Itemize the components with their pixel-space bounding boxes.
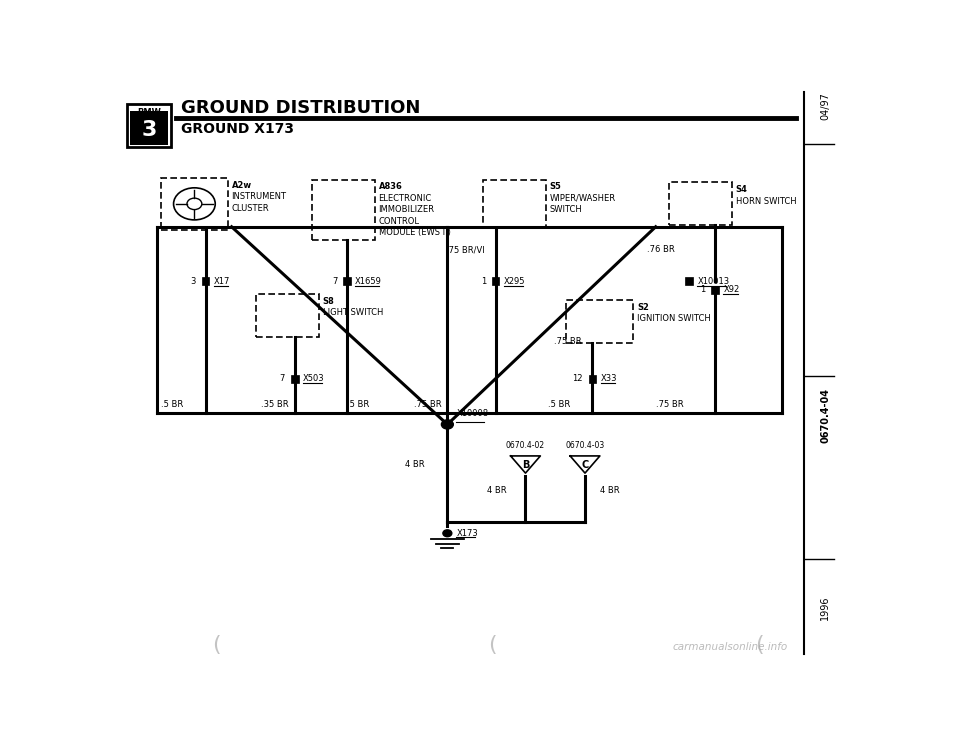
Text: WIPER/WASHER: WIPER/WASHER bbox=[550, 194, 615, 203]
Text: .75 BR/VI: .75 BR/VI bbox=[445, 246, 485, 254]
Text: CLUSTER: CLUSTER bbox=[231, 204, 269, 213]
Text: GROUND DISTRIBUTION: GROUND DISTRIBUTION bbox=[181, 99, 420, 117]
FancyBboxPatch shape bbox=[255, 294, 319, 337]
Text: A836: A836 bbox=[378, 182, 402, 191]
FancyBboxPatch shape bbox=[669, 182, 732, 225]
Text: 4 BR: 4 BR bbox=[405, 460, 425, 469]
FancyBboxPatch shape bbox=[312, 179, 374, 240]
Text: 1: 1 bbox=[700, 285, 706, 295]
Text: 3: 3 bbox=[141, 120, 156, 140]
Text: 4 BR: 4 BR bbox=[600, 486, 619, 495]
Text: MODULE (EWS II): MODULE (EWS II) bbox=[378, 228, 450, 237]
Polygon shape bbox=[570, 456, 600, 473]
Text: 4 BR: 4 BR bbox=[488, 486, 507, 495]
Text: .75 BR: .75 BR bbox=[414, 400, 442, 409]
Circle shape bbox=[443, 530, 452, 536]
Text: 1: 1 bbox=[481, 277, 486, 286]
Text: X1659: X1659 bbox=[355, 277, 382, 286]
Text: X92: X92 bbox=[724, 285, 739, 295]
Text: X173: X173 bbox=[456, 529, 478, 538]
Text: 3: 3 bbox=[190, 277, 196, 286]
FancyBboxPatch shape bbox=[483, 179, 546, 228]
Bar bbox=[344, 278, 350, 285]
Text: .76 BR: .76 BR bbox=[646, 246, 674, 254]
Text: INSTRUMENT: INSTRUMENT bbox=[231, 193, 287, 202]
Text: (: ( bbox=[488, 635, 496, 655]
Text: 1996: 1996 bbox=[820, 595, 830, 620]
Text: X17: X17 bbox=[214, 277, 230, 286]
Text: 0670.4-02: 0670.4-02 bbox=[506, 441, 545, 450]
Bar bbox=[492, 278, 499, 285]
Text: 7: 7 bbox=[332, 277, 337, 286]
Text: (: ( bbox=[756, 635, 764, 655]
Text: X295: X295 bbox=[504, 277, 525, 286]
Text: S5: S5 bbox=[550, 182, 562, 191]
Text: S4: S4 bbox=[735, 185, 748, 194]
Text: IGNITION SWITCH: IGNITION SWITCH bbox=[637, 314, 710, 323]
Text: LIGHT SWITCH: LIGHT SWITCH bbox=[323, 309, 383, 318]
Text: B: B bbox=[522, 460, 529, 469]
Bar bbox=[588, 374, 596, 382]
Text: BMW: BMW bbox=[137, 108, 161, 117]
Text: X10008: X10008 bbox=[456, 408, 489, 417]
Text: .75 BR: .75 BR bbox=[554, 337, 581, 346]
Text: GROUND X173: GROUND X173 bbox=[181, 122, 294, 136]
FancyBboxPatch shape bbox=[128, 103, 171, 147]
Text: .5 BR: .5 BR bbox=[347, 400, 370, 409]
Text: S8: S8 bbox=[323, 297, 334, 306]
Bar bbox=[685, 278, 693, 285]
Text: .75 BR: .75 BR bbox=[656, 400, 684, 409]
Text: HORN SWITCH: HORN SWITCH bbox=[735, 196, 796, 205]
FancyBboxPatch shape bbox=[161, 178, 228, 230]
Text: 12: 12 bbox=[572, 374, 583, 383]
Text: carmanualsonline.info: carmanualsonline.info bbox=[672, 642, 788, 652]
Text: 0670.4-04: 0670.4-04 bbox=[820, 388, 830, 443]
Text: C: C bbox=[582, 460, 588, 469]
Text: .35 BR: .35 BR bbox=[261, 400, 289, 409]
Bar bbox=[202, 278, 209, 285]
Text: 0670.4-03: 0670.4-03 bbox=[565, 441, 605, 450]
FancyBboxPatch shape bbox=[566, 300, 634, 343]
Text: SWITCH: SWITCH bbox=[550, 205, 583, 214]
Text: IMMOBILIZER: IMMOBILIZER bbox=[378, 205, 435, 214]
Text: X503: X503 bbox=[303, 374, 324, 383]
Text: S2: S2 bbox=[637, 303, 649, 312]
Text: .5 BR: .5 BR bbox=[548, 400, 570, 409]
Text: X33: X33 bbox=[601, 374, 617, 383]
Text: 04/97: 04/97 bbox=[820, 92, 830, 121]
Text: A2w: A2w bbox=[231, 181, 252, 190]
Bar bbox=[711, 286, 719, 294]
Text: CONTROL: CONTROL bbox=[378, 217, 420, 225]
Text: (: ( bbox=[212, 635, 221, 655]
Text: .5 BR: .5 BR bbox=[161, 400, 183, 409]
Circle shape bbox=[442, 420, 453, 429]
Polygon shape bbox=[511, 456, 540, 473]
Bar bbox=[291, 374, 299, 382]
Text: X10013: X10013 bbox=[697, 277, 730, 286]
Text: 7: 7 bbox=[279, 374, 285, 383]
Text: ELECTRONIC: ELECTRONIC bbox=[378, 194, 432, 203]
FancyBboxPatch shape bbox=[130, 111, 168, 145]
